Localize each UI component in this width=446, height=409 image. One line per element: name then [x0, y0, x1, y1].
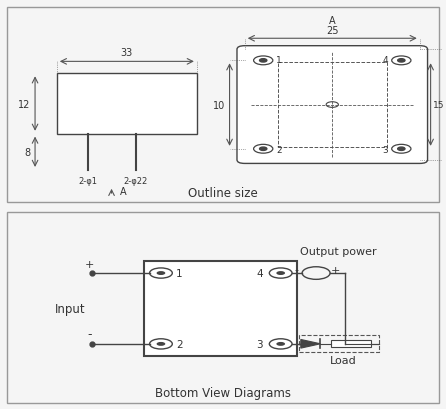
Text: 2: 2 — [277, 146, 282, 155]
Circle shape — [277, 342, 285, 346]
Circle shape — [260, 148, 267, 151]
Text: 2: 2 — [176, 339, 183, 349]
Circle shape — [157, 272, 165, 275]
Text: Load: Load — [330, 355, 357, 365]
Text: 33: 33 — [121, 48, 133, 58]
Bar — [57, 74, 197, 134]
Text: 4: 4 — [256, 268, 263, 279]
Text: +: + — [330, 265, 340, 275]
Text: 12: 12 — [18, 99, 31, 109]
Text: 25: 25 — [326, 26, 339, 36]
Text: A: A — [120, 187, 127, 196]
Circle shape — [398, 60, 405, 63]
Circle shape — [277, 272, 285, 275]
Text: -: - — [87, 327, 92, 340]
Bar — [299, 336, 380, 352]
Text: +: + — [85, 259, 95, 269]
Circle shape — [260, 60, 267, 63]
Text: 4: 4 — [383, 56, 388, 65]
Text: 3: 3 — [383, 146, 388, 155]
Text: Output power: Output power — [300, 247, 376, 257]
Text: 8: 8 — [25, 147, 31, 157]
Text: 2-φ1: 2-φ1 — [78, 176, 97, 185]
Text: 3: 3 — [256, 339, 263, 349]
Circle shape — [398, 148, 405, 151]
Polygon shape — [301, 339, 321, 348]
Text: Outline size: Outline size — [188, 187, 258, 200]
Text: 1: 1 — [277, 56, 282, 65]
Text: A: A — [329, 16, 335, 26]
Bar — [277, 63, 387, 148]
FancyBboxPatch shape — [237, 47, 428, 164]
Text: 1: 1 — [176, 268, 183, 279]
Bar — [145, 262, 297, 356]
Text: 15: 15 — [433, 101, 444, 110]
Text: Bottom View Diagrams: Bottom View Diagrams — [155, 386, 291, 399]
Text: Input: Input — [55, 302, 85, 315]
Circle shape — [157, 342, 165, 346]
Text: 2-φ22: 2-φ22 — [124, 176, 148, 185]
Bar — [331, 341, 371, 347]
Text: -: - — [295, 265, 299, 275]
Text: 10: 10 — [213, 100, 225, 110]
